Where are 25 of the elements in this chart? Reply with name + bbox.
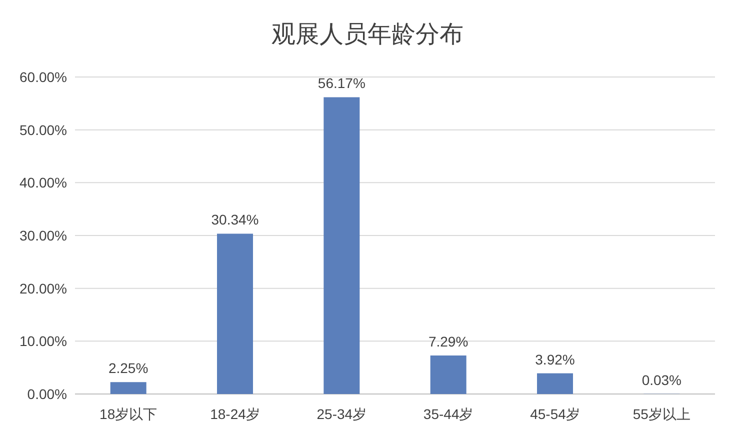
bar (430, 355, 466, 394)
bar (217, 234, 253, 394)
y-tick-label: 0.00% (27, 386, 67, 402)
x-tick-label: 35-44岁 (423, 406, 474, 422)
x-tick-label: 18岁以下 (100, 406, 158, 422)
bar (110, 382, 146, 394)
x-tick-label: 18-24岁 (210, 406, 260, 422)
y-tick-label: 20.00% (20, 280, 67, 296)
data-label: 56.17% (318, 75, 366, 92)
y-tick-label: 30.00% (20, 228, 67, 244)
data-label: 3.92% (535, 351, 575, 368)
x-tick-label: 25-34岁 (316, 406, 367, 422)
x-tick-label: 45-54岁 (530, 406, 580, 422)
data-label: 2.25% (108, 360, 148, 376)
x-tick-label: 55岁以上 (632, 406, 690, 422)
data-label: 7.29% (428, 333, 468, 350)
y-tick-label: 60.00% (20, 69, 67, 85)
chart-title: 观展人员年龄分布 (272, 22, 464, 48)
data-label: 30.34% (211, 212, 259, 228)
bar (537, 373, 573, 394)
data-label: 0.03% (642, 372, 682, 388)
bar (324, 97, 360, 394)
y-tick-label: 40.00% (20, 174, 67, 191)
y-tick-label: 50.00% (20, 122, 67, 138)
y-tick-label: 10.00% (20, 333, 67, 350)
